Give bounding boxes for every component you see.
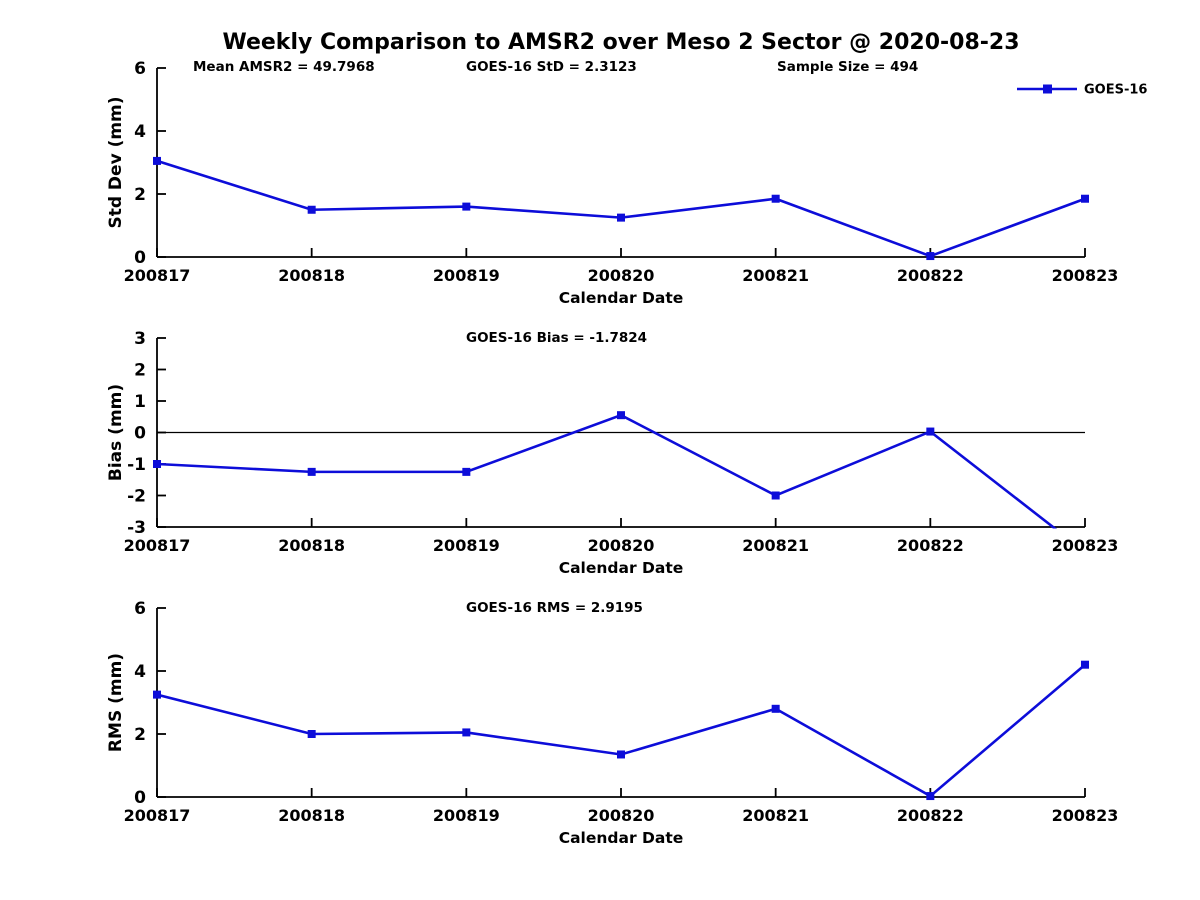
- x-tick-label: 200820: [588, 266, 655, 285]
- rms-chart: 0 2 4 6 200817 200818 200819 200820 200821 200822…: [106, 599, 1119, 845]
- data-point-marker: [926, 427, 935, 436]
- x-tick-label: 200819: [433, 266, 500, 285]
- figure-title: Weekly Comparison to AMSR2 over Meso 2 S…: [222, 30, 1020, 55]
- data-point-marker: [617, 213, 625, 222]
- chart-annotation: Mean AMSR2 = 49.7968: [193, 59, 375, 75]
- x-tick-label: 200819: [433, 806, 500, 825]
- x-tick-label: 200820: [588, 536, 655, 555]
- x-axis-label: Calendar Date: [559, 289, 684, 305]
- data-point-marker: [462, 728, 471, 737]
- plot-line: [157, 159, 1086, 258]
- data-point-marker: [1081, 660, 1089, 669]
- chart-annotation: Sample Size = 494: [777, 59, 918, 75]
- data-point-marker: [307, 730, 316, 738]
- y-axis-label: RMS (mm): [106, 653, 126, 752]
- x-tick-label: 200823: [1052, 536, 1119, 555]
- data-point-marker: [617, 750, 625, 759]
- chart-title: GOES-16 RMS = 2.9195: [466, 600, 643, 616]
- x-tick-label: 200820: [588, 806, 655, 825]
- plot-line: [157, 663, 1086, 798]
- x-tick-label: 200822: [897, 536, 964, 555]
- data-point-marker: [926, 252, 935, 261]
- data-point-marker: [307, 467, 316, 476]
- x-tick-label: 200817: [124, 536, 191, 555]
- legend-marker: [1043, 84, 1052, 94]
- y-tick-label: 0: [134, 248, 146, 268]
- x-axis-label: Calendar Date: [559, 829, 684, 845]
- x-tick-label: 200822: [897, 806, 964, 825]
- y-tick-label: 6: [134, 59, 146, 79]
- data-point-marker: [1081, 194, 1089, 203]
- x-axis-label: Calendar Date: [559, 559, 684, 575]
- stddev-chart: 0 2 4 6 200817 200818 200819 200820 200821 200822…: [106, 59, 1147, 305]
- data-point-marker: [153, 690, 161, 699]
- chart-annotation: GOES-16 StD = 2.3123: [466, 59, 637, 75]
- data-point-marker: [462, 202, 471, 211]
- y-tick-label: 2: [134, 361, 146, 381]
- x-tick-label: 200818: [278, 536, 345, 555]
- y-tick-label: 1: [134, 392, 146, 412]
- data-point-marker: [771, 704, 780, 713]
- data-point-marker: [153, 156, 161, 165]
- x-tick-label: 200817: [124, 806, 191, 825]
- y-tick-label: 2: [134, 185, 146, 205]
- y-tick-label: 3: [134, 329, 146, 349]
- y-axis-label: Bias (mm): [106, 384, 126, 481]
- y-axis-label: Std Dev (mm): [106, 96, 126, 228]
- x-tick-label: 200821: [742, 536, 809, 555]
- y-tick-label: 0: [134, 788, 146, 808]
- y-tick-label: -2: [127, 487, 146, 507]
- data-point-marker: [617, 411, 625, 420]
- x-tick-label: 200823: [1052, 266, 1119, 285]
- y-tick-label: 4: [134, 662, 146, 682]
- x-tick-label: 200821: [742, 806, 809, 825]
- y-tick-label: 4: [134, 122, 146, 142]
- y-tick-label: -1: [127, 455, 146, 475]
- x-tick-label: 200819: [433, 536, 500, 555]
- y-tick-label: 0: [134, 424, 146, 444]
- x-tick-label: 200818: [278, 266, 345, 285]
- data-point-marker: [153, 460, 161, 468]
- y-tick-label: 2: [134, 725, 146, 745]
- chart-title: GOES-16 Bias = -1.7824: [466, 330, 647, 346]
- y-tick-label: -3: [127, 518, 146, 538]
- x-tick-label: 200821: [742, 266, 809, 285]
- y-tick-label: 6: [134, 599, 146, 619]
- x-tick-label: 200817: [124, 266, 191, 285]
- data-point-marker: [926, 792, 935, 801]
- data-point-marker: [307, 205, 316, 214]
- plot-line: [157, 413, 1058, 529]
- x-tick-label: 200818: [278, 806, 345, 825]
- x-tick-label: 200823: [1052, 806, 1119, 825]
- data-point-marker: [771, 194, 780, 203]
- data-point-marker: [462, 467, 471, 476]
- data-point-marker: [771, 491, 780, 500]
- x-tick-label: 200822: [897, 266, 964, 285]
- legend-label: GOES-16: [1084, 83, 1147, 98]
